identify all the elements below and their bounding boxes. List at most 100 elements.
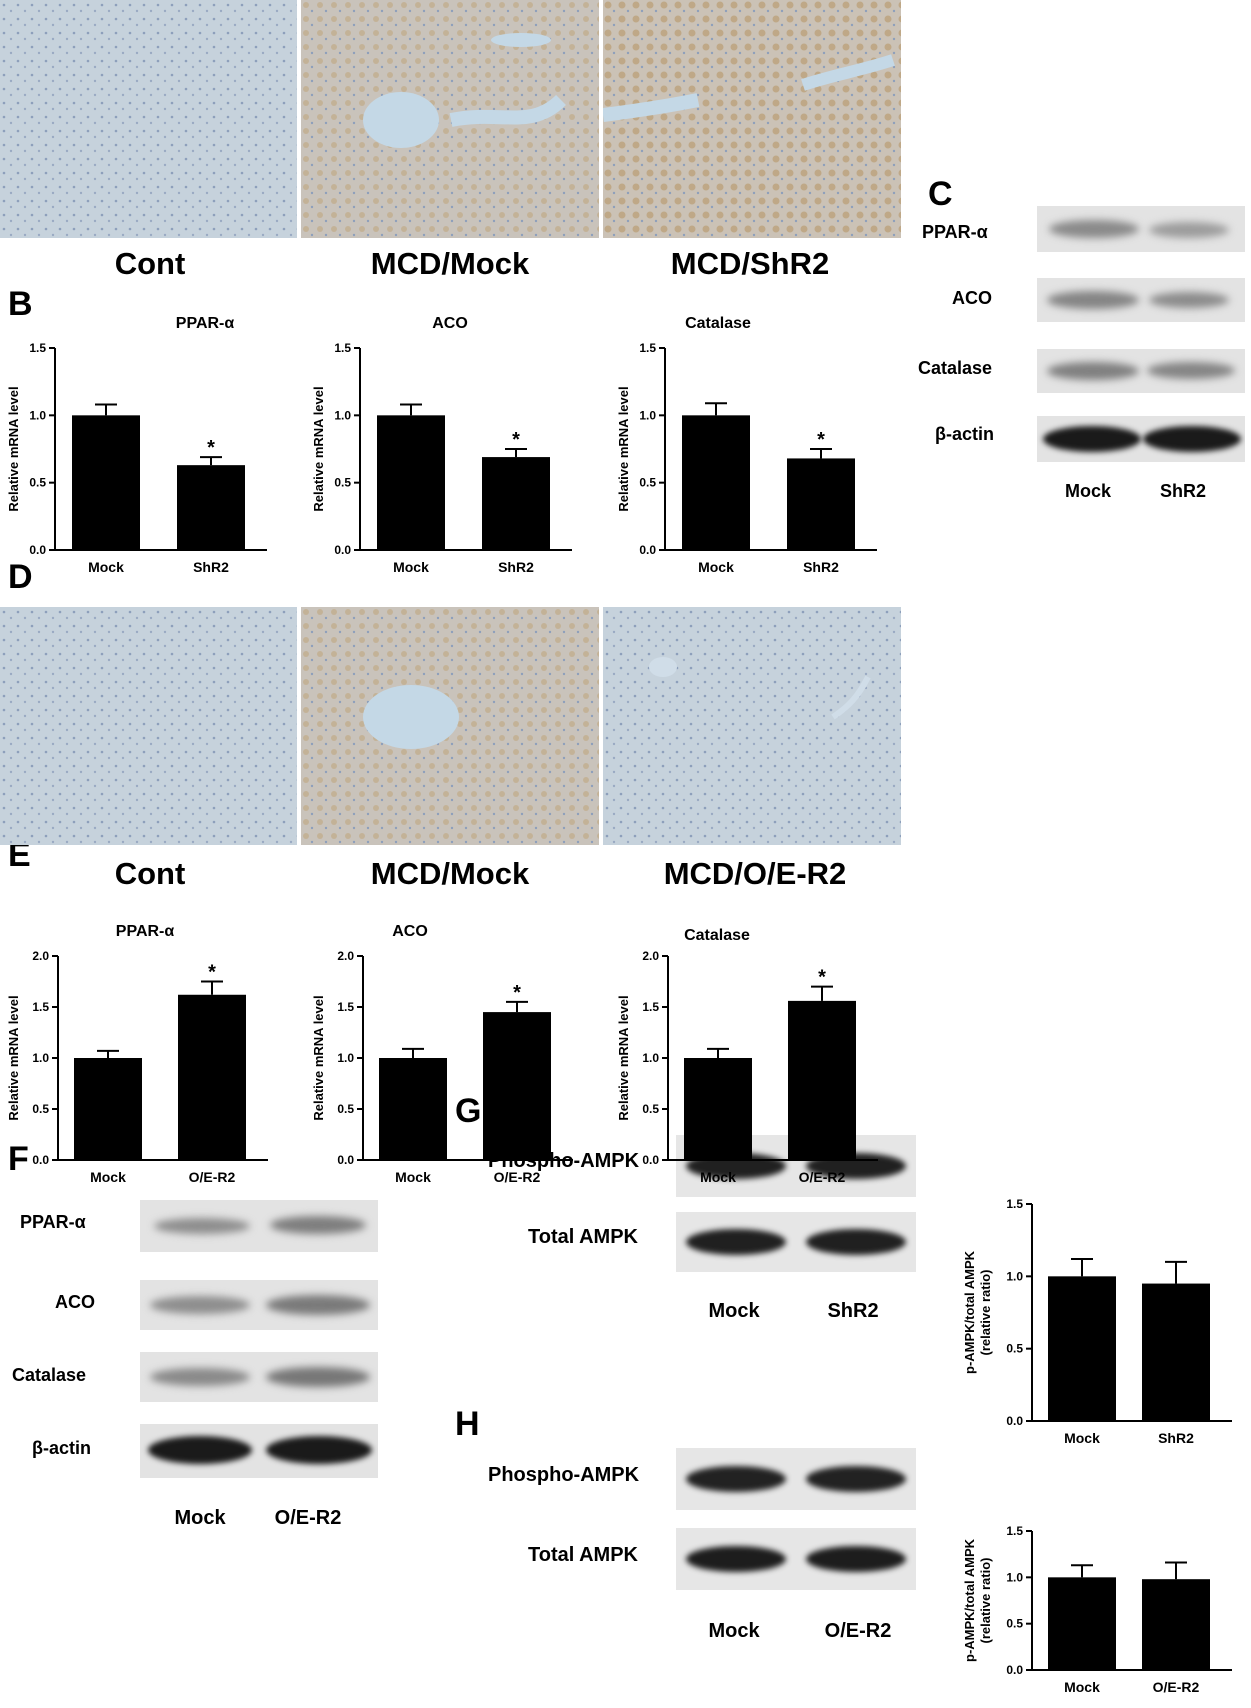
y-tick-label: 1.0	[29, 408, 46, 422]
significance-asterisk: *	[208, 962, 216, 984]
panel-label-f: F	[8, 1140, 29, 1178]
significance-asterisk: *	[817, 429, 825, 451]
y-tick-label: 0.5	[1006, 1617, 1023, 1631]
blot-f-row-catalase: Catalase	[12, 1365, 87, 1385]
bar-mock	[682, 415, 750, 550]
panel-label-d: D	[8, 558, 33, 596]
y-tick-label: 0.0	[334, 543, 351, 557]
y-axis-label: Relative mRNA level	[6, 386, 21, 511]
bar-mock	[379, 1058, 447, 1160]
y-tick-label: 0.5	[1006, 1342, 1023, 1356]
y-tick-label: 0.5	[29, 476, 46, 490]
micrograph-d-mcd-mock	[301, 607, 599, 845]
y-tick-label: 1.5	[32, 1000, 49, 1014]
y-tick-label: 0.0	[32, 1153, 49, 1167]
y-tick-label: 0.0	[1006, 1663, 1023, 1677]
blot-f-band-aco	[140, 1280, 378, 1330]
micrograph-a-mcd-mock	[301, 0, 599, 238]
y-tick-label: 0.5	[639, 476, 656, 490]
y-tick-label: 1.0	[642, 1051, 659, 1065]
blot-c-lane-shr2: ShR2	[1159, 481, 1206, 501]
caption-a-mcd-mock: MCD/Mock	[370, 246, 530, 281]
chart-title: ACO	[432, 315, 468, 332]
y-axis-label: Relative mRNA level	[311, 386, 326, 511]
chart-title: PPAR-α	[176, 315, 235, 332]
y-axis-label: Relative mRNA level	[616, 995, 631, 1120]
blot-f-band-actin	[140, 1424, 378, 1478]
y-tick-label: 0.5	[337, 1102, 354, 1116]
x-tick-label: Mock	[395, 1169, 431, 1185]
x-tick-label: Mock	[90, 1169, 126, 1185]
blot-f-row-actin: β-actin	[32, 1438, 91, 1458]
x-tick-label: O/E-R2	[494, 1169, 541, 1185]
y-axis-label-2: (relative ratio)	[978, 1558, 993, 1644]
significance-asterisk: *	[818, 967, 826, 989]
panel-label-h: H	[455, 1405, 480, 1443]
blot-c-row-catalase: Catalase	[918, 358, 993, 378]
blot-f-row-aco: ACO	[55, 1292, 95, 1312]
x-tick-label: ShR2	[803, 559, 839, 575]
y-tick-label: 0.0	[642, 1153, 659, 1167]
bar-o-e-r2	[178, 994, 246, 1160]
x-tick-label: Mock	[1064, 1430, 1100, 1446]
y-tick-label: 1.5	[337, 1000, 354, 1014]
y-tick-label: 1.5	[1006, 1197, 1023, 1211]
bar-shr2	[177, 465, 245, 550]
blot-c-band-actin	[1037, 416, 1245, 462]
panel-label-g: G	[455, 1092, 482, 1130]
blot-h-lane-oe-r2: O/E-R2	[824, 1620, 892, 1642]
blot-f-lane-oe-r2: O/E-R2	[274, 1507, 342, 1529]
blot-c-row-actin: β-actin	[935, 424, 994, 444]
y-tick-label: 1.5	[1006, 1524, 1023, 1538]
bar-o-e-r2	[1142, 1579, 1210, 1670]
chart-e-ppar: PPAR-α 0.0 0.5 1.0 1.5 2.0 Relative mRNA level…	[6, 923, 268, 1185]
blot-h-lane-mock: Mock	[708, 1620, 760, 1642]
blot-c-band-ppar	[1037, 206, 1245, 252]
blot-f-row-ppar: PPAR-α	[20, 1212, 86, 1232]
caption-d-cont: Cont	[114, 856, 186, 891]
y-tick-label: 0.5	[334, 476, 351, 490]
blot-h-row-total: Total AMPK	[528, 1544, 638, 1566]
y-axis-label-2: (relative ratio)	[978, 1270, 993, 1356]
y-tick-label: 2.0	[337, 949, 354, 963]
blot-c-band-catalase	[1037, 349, 1245, 393]
chart-b-ppar: PPAR-α 0.0 0.5 1.0 1.5 Relative mRNA level Moc…	[6, 315, 267, 575]
chart-e-catalase: Catalase 0.0 0.5 1.0 1.5 2.0 Relative mRNA lev…	[616, 927, 878, 1185]
chart-b-catalase: Catalase 0.0 0.5 1.0 1.5 Relative mRNA level M…	[616, 315, 877, 575]
caption-a-cont: Cont	[114, 246, 186, 281]
blot-h-band-phospho	[676, 1448, 916, 1510]
chart-title: Catalase	[685, 315, 751, 332]
y-tick-label: 1.0	[334, 408, 351, 422]
micrograph-d-mcd-oe-r2	[603, 607, 901, 845]
y-tick-label: 0.0	[1006, 1414, 1023, 1428]
panel-label-c: C	[928, 175, 953, 213]
bar-shr2	[482, 457, 550, 550]
y-tick-label: 1.0	[639, 408, 656, 422]
x-tick-label: O/E-R2	[189, 1169, 236, 1185]
y-axis-label: p-AMPK/total AMPK	[962, 1538, 977, 1662]
significance-asterisk: *	[513, 982, 521, 1004]
chart-title: PPAR-α	[116, 923, 175, 940]
y-tick-label: 1.5	[29, 341, 46, 355]
blot-c-row-ppar: PPAR-α	[922, 222, 988, 242]
x-tick-label: Mock	[700, 1169, 736, 1185]
chart-b-aco: ACO 0.0 0.5 1.0 1.5 Relative mRNA level Mock * S…	[311, 315, 572, 575]
blot-c-row-aco: ACO	[952, 288, 992, 308]
x-tick-label: ShR2	[1158, 1430, 1194, 1446]
x-tick-label: ShR2	[498, 559, 534, 575]
chart-e-aco: ACO 0.0 0.5 1.0 1.5 2.0 Relative mRNA level Moc…	[311, 923, 573, 1185]
blot-c-lane-mock: Mock	[1064, 481, 1111, 501]
blot-f-lane-mock: Mock	[174, 1507, 226, 1529]
blot-g-lane-shr2: ShR2	[827, 1300, 879, 1322]
y-tick-label: 1.5	[639, 341, 656, 355]
significance-asterisk: *	[512, 429, 520, 451]
bar-o-e-r2	[788, 1000, 856, 1160]
y-axis-label: Relative mRNA level	[6, 995, 21, 1120]
x-tick-label: O/E-R2	[1153, 1679, 1200, 1695]
x-tick-label: O/E-R2	[799, 1169, 846, 1185]
bar-shr2	[787, 458, 855, 550]
bar-mock	[377, 415, 445, 550]
y-tick-label: 0.5	[642, 1102, 659, 1116]
panel-label-e: E	[8, 836, 31, 874]
significance-asterisk: *	[207, 437, 215, 459]
